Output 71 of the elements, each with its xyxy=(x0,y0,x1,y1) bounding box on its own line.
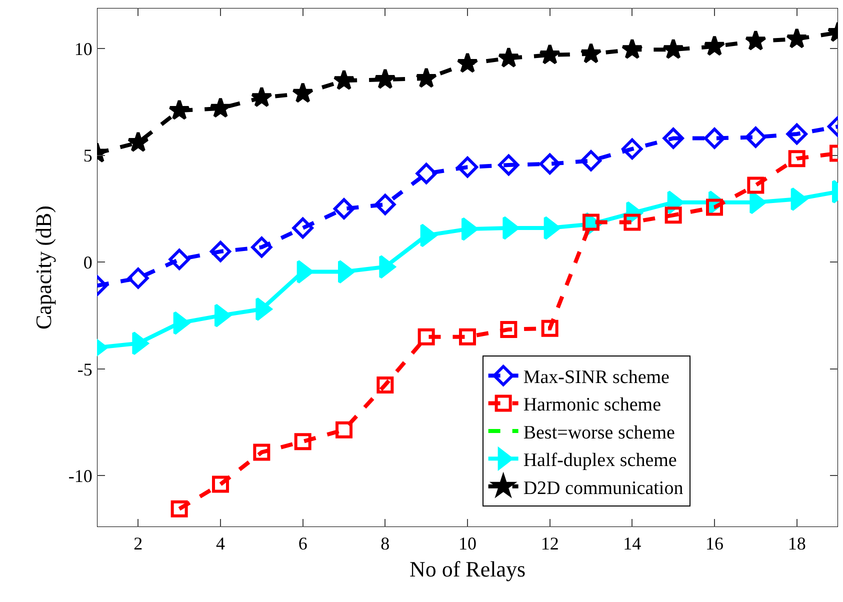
point xyxy=(376,376,394,394)
point xyxy=(664,206,682,224)
point xyxy=(622,138,643,160)
legend-label: Best=worse scheme xyxy=(523,422,675,444)
point xyxy=(210,97,232,118)
y-tick-label: 0 xyxy=(83,252,92,272)
point xyxy=(624,214,641,231)
legend-label: Harmonic scheme xyxy=(523,394,662,416)
point xyxy=(253,444,270,461)
point xyxy=(374,68,396,89)
point xyxy=(210,240,232,262)
point xyxy=(333,69,355,90)
point xyxy=(336,421,352,438)
point xyxy=(745,126,766,148)
x-tick-label: 8 xyxy=(380,534,390,554)
x-tick-label: 16 xyxy=(706,534,724,554)
legend-label: D2D communication xyxy=(523,478,684,499)
x-tick-label: 10 xyxy=(458,534,476,554)
point xyxy=(580,150,602,172)
point xyxy=(786,28,808,48)
x-tick-label: 4 xyxy=(216,534,225,554)
point xyxy=(786,123,808,145)
point xyxy=(416,67,438,88)
point xyxy=(292,217,314,239)
y-axis-title: Capacity (dB) xyxy=(31,205,56,330)
point xyxy=(621,38,643,60)
point xyxy=(662,128,684,149)
point xyxy=(418,328,435,346)
point xyxy=(744,30,766,51)
y-tick-label: -10 xyxy=(68,466,92,486)
point xyxy=(127,131,149,152)
x-tick-label: 12 xyxy=(540,534,559,554)
point xyxy=(456,52,478,73)
point xyxy=(294,433,312,450)
point xyxy=(374,194,396,216)
point xyxy=(704,35,726,56)
point xyxy=(498,46,520,68)
point xyxy=(704,128,726,149)
y-tick-label: 10 xyxy=(74,38,92,59)
x-tick-label: 14 xyxy=(623,534,642,554)
x-tick-label: 2 xyxy=(134,534,143,554)
point xyxy=(251,236,272,258)
point xyxy=(662,38,684,60)
point xyxy=(706,198,723,216)
point xyxy=(788,150,806,168)
point xyxy=(292,82,314,103)
point xyxy=(456,156,478,178)
point xyxy=(459,328,476,346)
point xyxy=(500,320,518,338)
y-tick-label: -5 xyxy=(77,359,92,380)
point xyxy=(498,154,520,176)
x-tick-label: 6 xyxy=(298,534,308,554)
point xyxy=(168,248,190,270)
x-axis-title: No of Relays xyxy=(409,556,526,582)
point xyxy=(128,268,149,289)
point xyxy=(212,476,229,493)
point xyxy=(539,44,561,64)
point xyxy=(168,99,190,120)
point xyxy=(541,320,558,337)
y-tick-label: 5 xyxy=(83,146,92,166)
point xyxy=(539,153,560,175)
point xyxy=(580,42,602,64)
legend-label: Half-duplex scheme xyxy=(523,450,677,472)
point xyxy=(582,214,600,231)
point xyxy=(333,198,355,220)
point xyxy=(170,500,188,518)
legend-label: Max-SINR scheme xyxy=(523,366,670,388)
point xyxy=(747,176,764,194)
x-tick-label: 18 xyxy=(788,534,806,554)
point xyxy=(250,86,272,108)
point xyxy=(416,162,437,184)
